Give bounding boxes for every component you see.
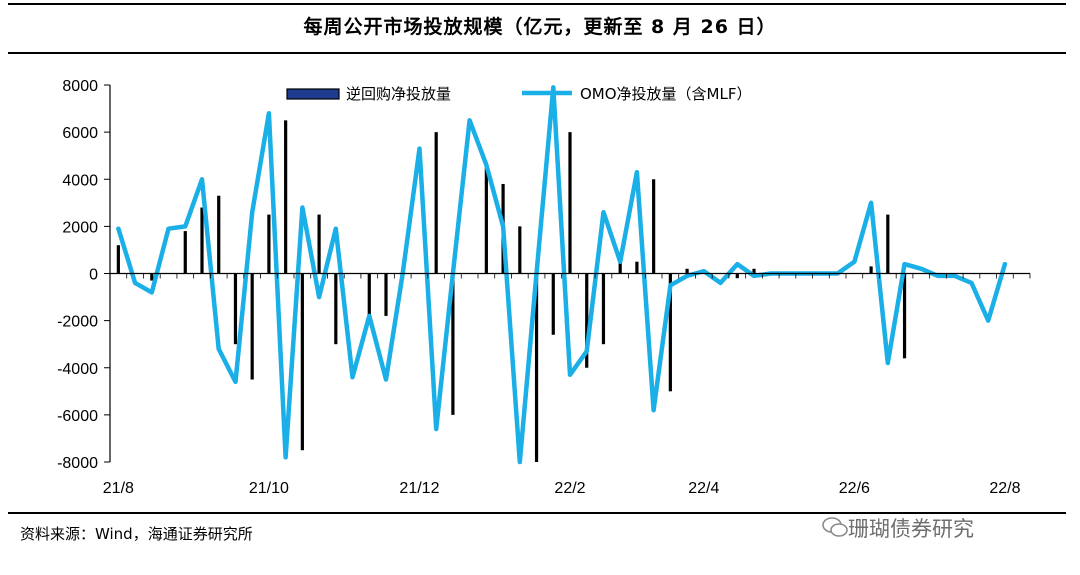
- bar: [902, 273, 907, 359]
- bar: [367, 273, 371, 316]
- bar: [685, 268, 689, 274]
- bar: [735, 273, 739, 279]
- bar: [284, 120, 288, 274]
- bar: [150, 273, 154, 281]
- bottom-rule: [8, 512, 1066, 514]
- y-tick-label: -6000: [57, 408, 98, 425]
- y-tick-label: -4000: [57, 361, 98, 378]
- bar: [334, 273, 338, 345]
- y-tick-label: 2000: [62, 219, 98, 236]
- y-tick-label: -8000: [57, 455, 98, 472]
- bar: [752, 268, 756, 274]
- bar: [384, 273, 388, 316]
- bar-series: [116, 120, 907, 462]
- x-tick-label: 22/4: [688, 480, 719, 497]
- bar: [886, 214, 890, 274]
- bar: [551, 273, 555, 335]
- bar: [568, 132, 572, 274]
- bar: [585, 273, 589, 368]
- source-note: 资料来源：Wind，海通证券研究所: [20, 525, 253, 543]
- bar: [250, 273, 254, 380]
- x-tick-label: 21/8: [103, 480, 134, 497]
- bar: [601, 273, 606, 345]
- bar: [116, 245, 120, 274]
- bar: [635, 261, 639, 274]
- bar: [518, 226, 522, 274]
- bar: [534, 273, 539, 462]
- bar: [300, 273, 304, 451]
- y-tick-label: 8000: [62, 78, 98, 95]
- bar: [652, 179, 656, 274]
- x-tick-label: 21/10: [249, 480, 289, 497]
- bar: [267, 214, 271, 274]
- y-tick-label: -2000: [57, 314, 98, 331]
- chat-icon: [822, 517, 848, 537]
- watermark: 珊瑚债券研究: [848, 517, 974, 541]
- bar: [869, 266, 873, 274]
- legend-line-label: OMO净投放量（含MLF）: [580, 85, 751, 103]
- legend-bar-swatch: [286, 88, 340, 100]
- bar: [233, 273, 238, 345]
- axes: -8000 -6000 -4000 -2000 0 2000 4000 6000 8000 21/…: [57, 78, 1031, 497]
- legend: 逆回购净投放量 OMO净投放量（含MLF）: [286, 85, 751, 103]
- omo-line: [116, 85, 1008, 465]
- top-rule: [8, 3, 1066, 5]
- x-tick-label: 22/2: [554, 480, 585, 497]
- chart-title: 每周公开市场投放规模（亿元，更新至 8 月 26 日）: [303, 16, 777, 38]
- bar: [434, 132, 438, 274]
- y-tick-label: 6000: [62, 125, 98, 142]
- y-tick-label: 0: [89, 267, 98, 284]
- title-rule: [8, 52, 1066, 54]
- bar: [217, 195, 221, 274]
- bar: [484, 167, 488, 274]
- y-tick-label: 4000: [62, 172, 98, 189]
- bar: [668, 273, 672, 392]
- legend-bar-label: 逆回购净投放量: [346, 85, 451, 103]
- bar: [200, 207, 204, 274]
- bar: [317, 214, 321, 274]
- bar: [451, 273, 455, 415]
- x-tick-label: 21/12: [399, 480, 439, 497]
- x-tick-label: 22/6: [839, 480, 870, 497]
- x-tick-label: 22/8: [989, 480, 1020, 497]
- bar: [183, 231, 187, 274]
